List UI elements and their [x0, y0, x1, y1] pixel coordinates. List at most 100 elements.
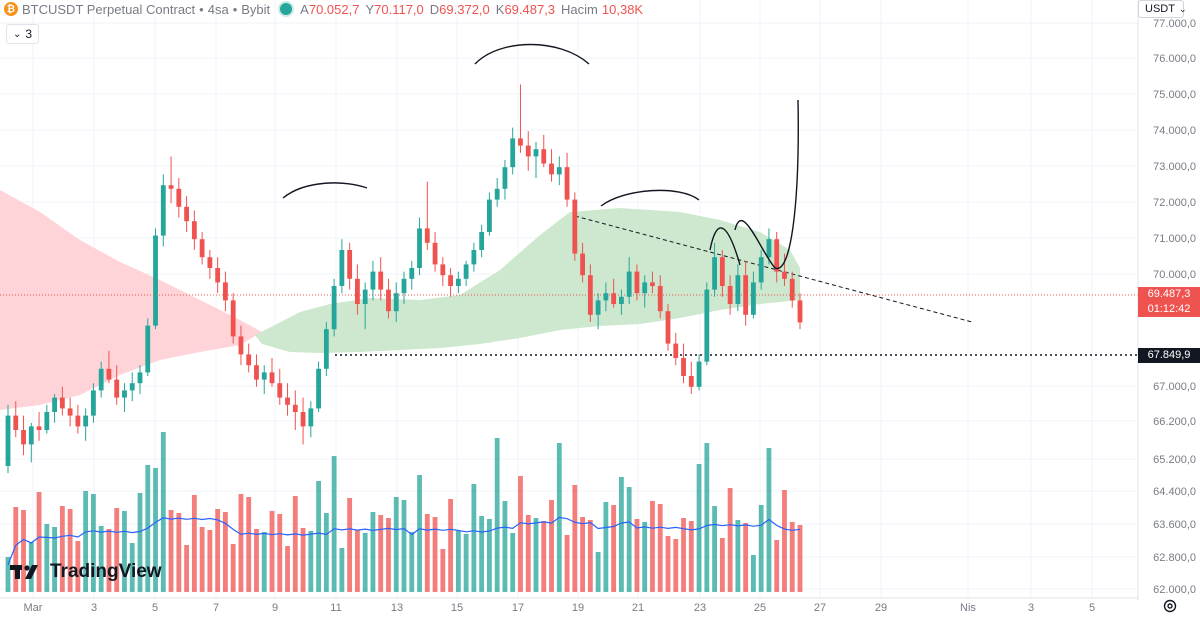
candle-body: [246, 354, 252, 366]
volume-bar: [207, 530, 213, 592]
interval-label[interactable]: 4sa: [207, 1, 229, 17]
volume-bar: [261, 532, 267, 592]
volume-bar: [13, 507, 19, 592]
volume-bar: [751, 555, 756, 592]
volume-bar: [603, 502, 609, 592]
time-tick-label: 11: [330, 602, 341, 614]
current-price-label: 69.487,3 01:12:42: [1138, 287, 1200, 317]
volume-bar: [580, 517, 585, 592]
time-tick-label: 5: [1089, 602, 1095, 614]
candle-body: [688, 376, 694, 387]
volume-bar: [199, 527, 205, 592]
indicators-toggle-button[interactable]: ⌄ 3: [6, 24, 40, 44]
volume-bar: [339, 548, 345, 592]
candle-body: [223, 282, 228, 301]
trend-line: [574, 215, 973, 323]
exchange-label: Bybit: [241, 1, 271, 17]
volume-bar: [98, 526, 104, 592]
volume-bar: [782, 490, 787, 592]
currency-button[interactable]: USDT ⌄: [1138, 0, 1187, 18]
volume-bar: [743, 523, 749, 592]
candle-body: [556, 167, 562, 175]
indicator-count: 3: [25, 27, 33, 41]
candle-body: [176, 188, 182, 207]
candle-body: [285, 397, 290, 405]
candle-body: [28, 426, 34, 445]
price-axis[interactable]: 77.000,0 76.000,0 75.000,0 74.000,0 73.000,0…: [1137, 0, 1196, 600]
price-tick-label: 66.200,0: [1153, 416, 1196, 428]
candle-body: [91, 390, 96, 416]
market-status-icon[interactable]: [280, 3, 293, 15]
volume-bar: [91, 494, 96, 592]
volume-bar: [432, 517, 438, 592]
time-axis[interactable]: Mar 3 5 7 9 11 13 15 17 19 21 23 25 27 29 Nis 3 5: [0, 597, 1138, 614]
volume-bar: [789, 522, 795, 592]
candle-body: [432, 242, 438, 265]
candle-body: [417, 228, 422, 268]
candle-body: [642, 282, 648, 294]
volume-bar: [277, 514, 283, 592]
volume-bar: [533, 518, 539, 592]
volume-bar: [168, 510, 174, 592]
volume-bar: [564, 535, 570, 592]
bitcoin-icon: ₿: [4, 2, 18, 16]
candle-body: [619, 296, 624, 304]
candle-body: [21, 430, 26, 445]
time-tick-label: 9: [272, 602, 278, 614]
candle-body: [67, 408, 73, 416]
level-price-value: 67.849,9: [1147, 349, 1191, 361]
high-label: Y: [365, 1, 375, 17]
volume-bar: [137, 493, 143, 592]
volume-bar: [401, 500, 407, 592]
candle-body: [230, 300, 236, 337]
candle-body: [59, 397, 65, 409]
candle-body: [83, 415, 89, 427]
volume-bar: [704, 443, 710, 592]
candles: [5, 84, 803, 474]
candle-body: [494, 188, 500, 200]
price-tick-label: 72.000,0: [1153, 197, 1196, 209]
candle-body: [502, 167, 508, 189]
candle-body: [409, 268, 415, 279]
candle-body: [696, 361, 702, 387]
candle-body: [137, 372, 143, 384]
candle-body: [735, 275, 741, 304]
candle-body: [160, 185, 166, 236]
volume-bar: [727, 488, 733, 592]
volume-label: Hacim: [561, 1, 598, 17]
symbol-title[interactable]: BTCUSDT Perpetual Contract: [22, 1, 196, 17]
volume-bar: [362, 533, 368, 592]
candle-body: [611, 293, 617, 304]
volume-bar: [657, 504, 663, 592]
price-tick-label: 75.000,0: [1153, 89, 1196, 101]
volume-bar: [393, 497, 399, 592]
volume-value: 10,38K: [601, 1, 644, 17]
tradingview-logo[interactable]: TradingView: [10, 561, 162, 583]
candle-body: [292, 404, 298, 412]
volume-bar: [440, 549, 446, 592]
candle-body: [603, 293, 609, 301]
volume-bar: [471, 484, 477, 592]
time-tick-label: 15: [451, 602, 463, 614]
volume-bar: [525, 515, 531, 592]
bar-countdown: 01:12:42: [1147, 303, 1191, 315]
open-label: A: [300, 1, 309, 17]
candle-body: [510, 138, 516, 168]
volume-bar: [5, 557, 11, 592]
time-tick-label: 13: [391, 602, 403, 614]
separator: •: [232, 1, 238, 17]
candle-body: [300, 412, 306, 427]
volume-bar: [479, 516, 485, 592]
open-value: 70.052,7: [308, 1, 360, 17]
candle-body: [572, 199, 578, 254]
volume-ma-line: [7, 516, 801, 565]
close-value: 69.487,3: [504, 1, 556, 17]
time-tick-label: 19: [572, 602, 584, 614]
candle-body: [479, 232, 485, 250]
volume-bar: [230, 544, 236, 592]
volume-bar: [626, 487, 632, 592]
candle-body: [751, 282, 756, 315]
settings-gear-icon[interactable]: [1162, 598, 1178, 614]
volume-bar: [502, 501, 508, 592]
